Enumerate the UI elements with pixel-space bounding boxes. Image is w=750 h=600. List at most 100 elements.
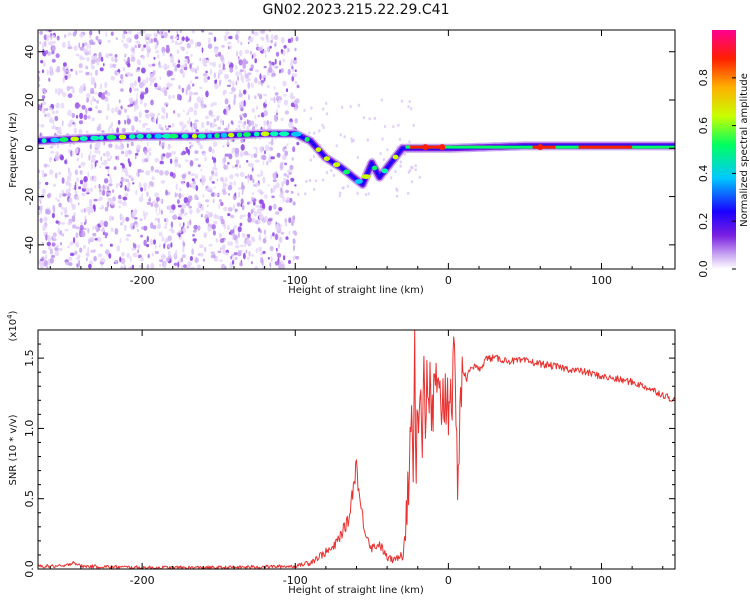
noise-speck: [146, 235, 149, 243]
noise-speck: [124, 150, 129, 157]
noise-speck: [224, 177, 228, 183]
noise-speck: [69, 252, 75, 257]
noise-speck: [147, 155, 149, 161]
noise-speck: [181, 36, 185, 42]
noise-speck: [80, 57, 86, 60]
noise-speck: [310, 106, 313, 110]
noise-speck: [103, 220, 109, 228]
noise-speck: [280, 36, 285, 44]
noise-speck: [102, 184, 105, 190]
noise-speck: [52, 255, 55, 258]
noise-speck: [88, 154, 91, 161]
noise-speck: [240, 144, 245, 151]
noise-speck: [97, 110, 102, 114]
noise-speck: [290, 169, 293, 174]
noise-speck: [283, 94, 287, 97]
noise-speck: [161, 253, 166, 260]
noise-speck: [161, 141, 165, 147]
noise-speck: [180, 40, 184, 45]
noise-speck: [71, 112, 76, 119]
noise-speck: [61, 120, 64, 127]
noise-speck: [280, 188, 283, 193]
noise-speck: [75, 70, 78, 76]
noise-speck: [176, 113, 181, 118]
noise-speck: [228, 207, 233, 212]
noise-speck: [146, 76, 149, 84]
noise-speck: [131, 177, 134, 182]
noise-speck: [68, 171, 72, 178]
noise-speck: [93, 205, 96, 212]
noise-speck: [284, 218, 288, 224]
noise-speck: [269, 30, 272, 33]
noise-speck: [137, 249, 140, 254]
noise-speck: [356, 155, 359, 160]
noise-speck: [399, 160, 402, 164]
noise-speck: [283, 99, 289, 106]
noise-speck: [49, 248, 53, 255]
y-tick-label: 40: [23, 45, 36, 59]
noise-speck: [43, 260, 48, 267]
noise-speck: [138, 196, 144, 203]
noise-speck: [228, 35, 233, 40]
noise-speck: [252, 178, 255, 184]
noise-speck: [195, 41, 198, 49]
noise-speck: [126, 72, 131, 76]
noise-speck: [48, 77, 51, 82]
noise-speck: [121, 39, 124, 43]
noise-speck: [293, 244, 295, 252]
noise-speck: [46, 37, 49, 42]
noise-speck: [295, 104, 299, 110]
noise-speck: [42, 48, 45, 52]
noise-speck: [253, 211, 258, 217]
noise-speck: [206, 217, 209, 224]
noise-speck: [182, 241, 186, 248]
noise-speck: [108, 215, 113, 222]
noise-speck: [210, 254, 216, 259]
spectrogram-heatmap: [38, 30, 675, 269]
noise-speck: [171, 39, 175, 44]
noise-speck: [118, 205, 121, 209]
noise-speck: [260, 192, 263, 196]
noise-speck: [40, 60, 44, 64]
noise-speck: [236, 30, 240, 34]
noise-speck: [61, 206, 64, 210]
noise-speck: [117, 145, 123, 150]
noise-speck: [279, 69, 281, 74]
noise-speck: [124, 119, 127, 125]
noise-speck: [247, 41, 250, 45]
noise-speck: [45, 50, 49, 54]
noise-speck: [178, 232, 181, 238]
noise-speck: [217, 51, 222, 57]
noise-speck: [110, 202, 116, 206]
noise-speck: [75, 183, 78, 188]
noise-speck: [213, 162, 217, 169]
snr-frame: [37, 329, 676, 570]
noise-speck: [185, 212, 188, 216]
noise-speck: [159, 170, 164, 176]
noise-speck: [55, 220, 59, 224]
noise-speck: [285, 179, 290, 186]
noise-speck: [47, 51, 51, 56]
noise-speck: [123, 30, 127, 35]
noise-speck: [202, 193, 205, 198]
noise-speck: [62, 92, 67, 98]
ridge-blob: [59, 137, 69, 143]
noise-speck: [204, 156, 207, 162]
noise-speck: [73, 127, 78, 134]
noise-speck: [238, 191, 241, 198]
noise-speck: [273, 203, 277, 210]
colorbar: 0.0 0.2 0.4 0.6 0.8 Normalized spectral ampl…: [697, 30, 750, 278]
noise-speck: [288, 121, 293, 129]
noise-speck: [139, 31, 143, 35]
noise-speck: [143, 239, 147, 246]
noise-speck: [163, 63, 168, 71]
noise-speck: [60, 211, 63, 216]
noise-speck: [166, 87, 169, 90]
noise-speck: [120, 265, 124, 269]
noise-speck: [127, 158, 130, 164]
noise-speck: [215, 53, 219, 58]
noise-speck: [194, 257, 199, 264]
noise-speck: [210, 110, 213, 117]
noise-speck: [263, 49, 267, 54]
noise-speck: [86, 257, 88, 262]
